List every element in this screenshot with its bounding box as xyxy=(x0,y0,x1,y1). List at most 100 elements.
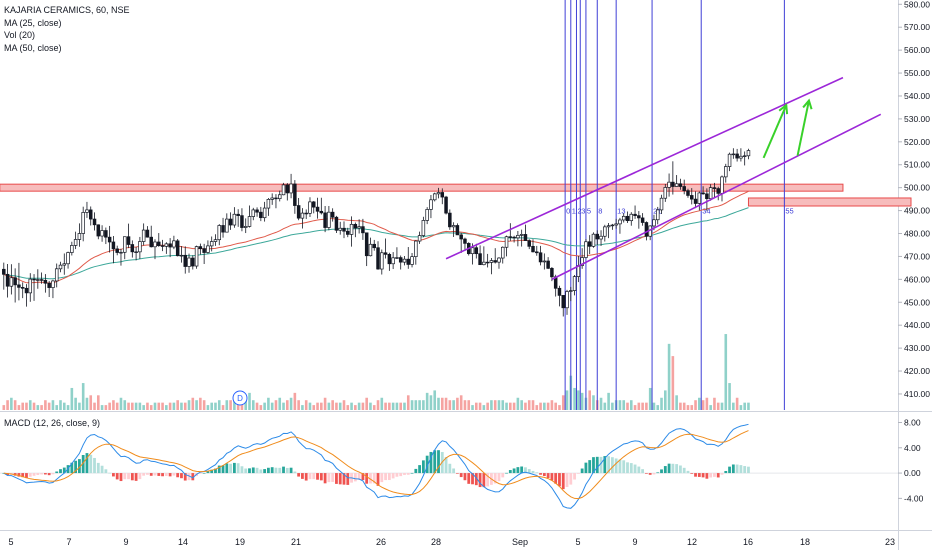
candle-down[interactable] xyxy=(13,277,17,286)
candle-up[interactable] xyxy=(417,235,422,242)
candle-up[interactable] xyxy=(402,258,407,263)
candle-down[interactable] xyxy=(463,238,467,244)
candle-up[interactable] xyxy=(217,225,222,241)
candle-down[interactable] xyxy=(160,245,165,247)
candle-up[interactable] xyxy=(501,246,505,259)
candle-up[interactable] xyxy=(187,257,191,267)
candle-down[interactable] xyxy=(319,210,324,214)
candle-down[interactable] xyxy=(678,183,683,187)
candle-up[interactable] xyxy=(70,245,74,253)
ma25-legend-label[interactable]: MA (25, close) xyxy=(4,17,62,28)
candle-down[interactable] xyxy=(17,284,21,288)
candle-down[interactable] xyxy=(485,261,490,264)
candle-down[interactable] xyxy=(712,187,717,189)
candle-up[interactable] xyxy=(697,192,702,204)
candle-up[interactable] xyxy=(357,226,361,229)
candle-down[interactable] xyxy=(221,225,225,233)
candle-down[interactable] xyxy=(701,192,705,195)
candle-down[interactable] xyxy=(557,287,562,296)
candle-up[interactable] xyxy=(54,268,59,282)
candle-down[interactable] xyxy=(315,206,320,212)
candle-down[interactable] xyxy=(587,241,592,247)
candle-down[interactable] xyxy=(2,268,6,275)
projection-arrow[interactable] xyxy=(796,100,810,156)
macd-line[interactable] xyxy=(3,423,749,509)
candle-down[interactable] xyxy=(527,240,531,247)
candle-up[interactable] xyxy=(421,220,426,236)
candle-down[interactable] xyxy=(561,295,565,309)
candle-down[interactable] xyxy=(259,211,263,219)
candle-up[interactable] xyxy=(708,187,713,200)
candle-down[interactable] xyxy=(323,212,327,228)
candle-down[interactable] xyxy=(342,227,346,232)
candle-down[interactable] xyxy=(493,260,497,263)
candle-up[interactable] xyxy=(565,291,569,309)
candle-up[interactable] xyxy=(51,280,55,288)
candle-up[interactable] xyxy=(36,279,40,281)
candle-up[interactable] xyxy=(9,277,14,287)
candle-down[interactable] xyxy=(115,248,119,253)
candle-down[interactable] xyxy=(550,267,554,278)
candle-down[interactable] xyxy=(202,248,206,253)
candle-up[interactable] xyxy=(591,233,596,247)
macd-legend-label[interactable]: MACD (12, 26, close, 9) xyxy=(4,418,101,428)
candle-down[interactable] xyxy=(47,282,51,288)
candle-up[interactable] xyxy=(504,236,509,248)
candle-up[interactable] xyxy=(179,254,184,257)
candle-down[interactable] xyxy=(459,234,463,240)
candle-down[interactable] xyxy=(346,230,350,235)
candle-down[interactable] xyxy=(508,236,513,238)
candle-up[interactable] xyxy=(391,257,395,265)
candle-up[interactable] xyxy=(28,278,33,294)
candle-up[interactable] xyxy=(73,239,78,246)
candle-down[interactable] xyxy=(183,254,187,267)
candle-down[interactable] xyxy=(376,247,380,270)
candle-down[interactable] xyxy=(353,223,358,229)
candle-down[interactable] xyxy=(285,184,290,194)
candle-down[interactable] xyxy=(24,287,29,294)
resistance-zone[interactable] xyxy=(0,183,844,192)
candle-up[interactable] xyxy=(516,234,520,239)
candle-up[interactable] xyxy=(153,241,157,248)
candle-up[interactable] xyxy=(300,212,305,219)
candle-down[interactable] xyxy=(523,234,528,241)
candle-down[interactable] xyxy=(240,215,244,228)
candle-down[interactable] xyxy=(96,224,101,237)
candle-down[interactable] xyxy=(293,183,297,206)
candle-up[interactable] xyxy=(138,241,142,253)
candle-down[interactable] xyxy=(88,209,93,220)
candle-up[interactable] xyxy=(470,247,475,255)
channel-upper-line[interactable] xyxy=(445,76,844,260)
candle-down[interactable] xyxy=(255,209,259,213)
ma50-line[interactable] xyxy=(3,207,749,280)
macd-signal-line[interactable] xyxy=(3,430,749,500)
candle-up[interactable] xyxy=(606,225,611,228)
candle-down[interactable] xyxy=(387,254,392,265)
candle-up[interactable] xyxy=(270,197,274,200)
channel-lower-line[interactable] xyxy=(551,113,882,281)
candle-down[interactable] xyxy=(478,253,482,266)
candle-down[interactable] xyxy=(455,225,460,236)
dividend-badge[interactable] xyxy=(232,390,248,406)
candle-down[interactable] xyxy=(168,243,172,248)
candle-up[interactable] xyxy=(206,245,210,253)
candle-up[interactable] xyxy=(262,207,267,219)
candle-up[interactable] xyxy=(603,226,607,237)
candle-down[interactable] xyxy=(104,230,108,238)
candle-up[interactable] xyxy=(172,240,176,248)
candle-up[interactable] xyxy=(599,235,603,240)
candle-down[interactable] xyxy=(682,186,686,191)
candle-up[interactable] xyxy=(164,243,169,247)
candle-up[interactable] xyxy=(482,261,486,266)
candle-up[interactable] xyxy=(519,234,524,236)
candle-down[interactable] xyxy=(448,212,452,228)
candle-down[interactable] xyxy=(444,196,448,214)
candle-up[interactable] xyxy=(410,256,414,265)
candle-down[interactable] xyxy=(20,287,25,289)
candle-down[interactable] xyxy=(546,260,550,269)
candle-up[interactable] xyxy=(489,260,494,263)
candle-up[interactable] xyxy=(742,155,747,157)
candle-up[interactable] xyxy=(251,209,256,217)
candle-down[interactable] xyxy=(175,240,180,257)
